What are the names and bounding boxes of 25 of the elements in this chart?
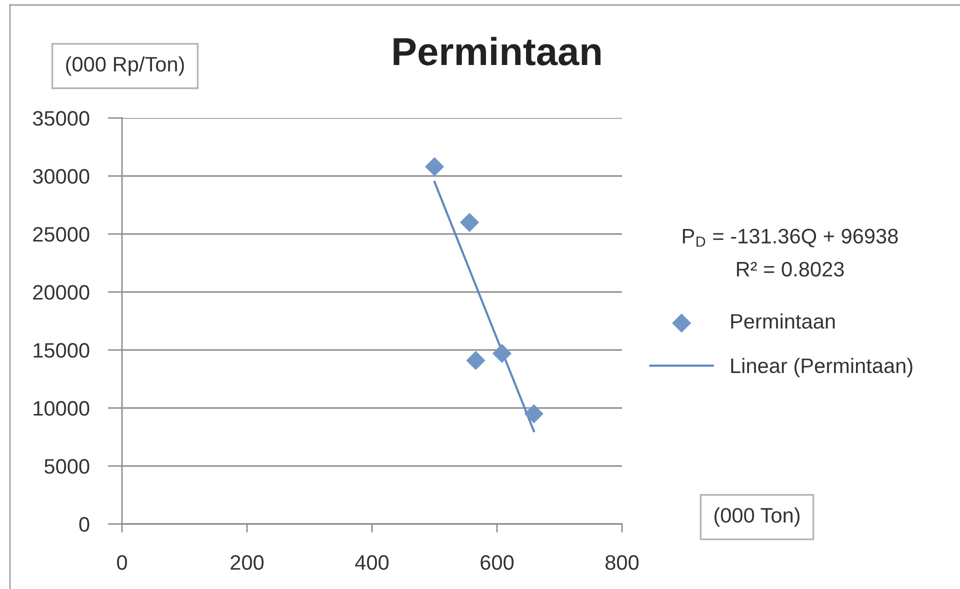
y-tick-label: 30000 [32, 169, 90, 184]
x-tick-label: 200 [230, 555, 264, 570]
point [524, 404, 544, 424]
chart-title: Permintaan [394, 36, 600, 66]
x-tick-label: 0 [117, 555, 127, 570]
text: R² = 0.8023 [736, 262, 844, 277]
text: P$_{D}$ = -131.36Q + 96938 [682, 228, 898, 248]
x-tick-label: 400 [355, 555, 389, 570]
y-tick-label: 5000 [44, 459, 90, 474]
y-axis-title: (000 Rp/Ton) [66, 56, 184, 76]
x-axis-title: (000 Ton) [714, 507, 800, 527]
point [424, 157, 444, 176]
point [492, 344, 512, 364]
y-tick-label: 20000 [33, 285, 90, 300]
point [460, 212, 480, 232]
y-tick-label: 0 [79, 517, 90, 532]
y-tick-label: 35000 [32, 111, 90, 126]
legend-label: Permintaan [731, 313, 835, 329]
point [466, 350, 486, 370]
x-tick-label: 800 [606, 555, 639, 570]
y-tick-label: 25000 [33, 227, 90, 242]
y-tick-label: 10000 [34, 401, 90, 416]
x-tick-label: 600 [480, 555, 514, 570]
legend-label: Linear (Permintaan) [731, 358, 912, 378]
y-tick-label: 15000 [34, 343, 90, 358]
